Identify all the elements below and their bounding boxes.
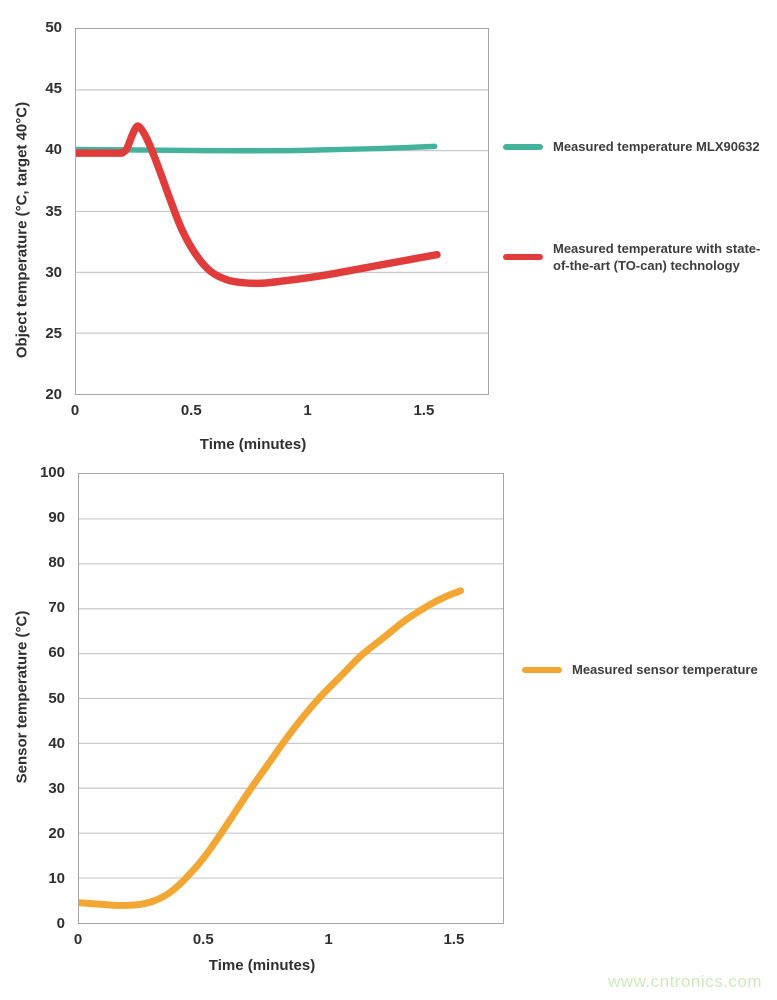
y-tick-label: 0	[56, 915, 65, 932]
y-tick-label: 50	[45, 19, 62, 36]
y-tick-label: 25	[45, 324, 62, 342]
legend: Measured temperature MLX90632 Measured te…	[503, 138, 773, 275]
x-tick-label: 0.5	[192, 931, 214, 948]
legend-item: Measured sensor temperature	[522, 661, 774, 679]
y-tick-label: 35	[45, 202, 62, 220]
x-axis-title: Time (minutes)	[208, 957, 316, 974]
x-tick-label: 0	[73, 931, 83, 948]
x-tick-label: 1.5	[413, 402, 435, 419]
y-tick-label: 20	[45, 386, 62, 403]
plot-area	[78, 473, 504, 924]
y-tick-label: 100	[39, 464, 65, 481]
x-axis-title: Time (minutes)	[199, 436, 307, 453]
y-tick-label: 40	[48, 734, 65, 752]
legend-item: Measured temperature with state- of-the-…	[503, 240, 773, 275]
plot-area	[75, 28, 489, 395]
chart-canvas	[76, 89, 488, 334]
legend-label: Measured temperature with state- of-the-…	[553, 240, 761, 274]
x-tick-label: 1	[324, 931, 333, 948]
legend-line-swatch	[522, 666, 562, 674]
legend-label: Measured sensor temperature	[572, 662, 758, 677]
y-tick-label: 45	[45, 80, 62, 98]
y-tick-label: 70	[48, 599, 65, 617]
legend-label: Measured temperature MLX90632	[553, 139, 760, 154]
y-tick-label: 80	[48, 554, 65, 572]
legend-line-swatch	[503, 143, 543, 151]
x-tick-label: 1.5	[443, 931, 465, 948]
x-tick-label: 1	[303, 402, 312, 419]
y-tick-label: 90	[48, 509, 65, 527]
chart-canvas	[79, 518, 503, 909]
legend-line-swatch	[503, 253, 543, 261]
y-tick-label: 30	[45, 263, 62, 281]
y-tick-label: 60	[48, 644, 65, 662]
x-tick-label: 0	[70, 402, 80, 419]
y-tick-label: 50	[48, 689, 65, 707]
y-tick-label: 30	[48, 779, 65, 797]
y-tick-label: 20	[48, 824, 65, 842]
y-tick-label: 10	[48, 869, 65, 887]
y-tick-label: 40	[45, 141, 62, 159]
x-tick-label: 0.5	[180, 402, 202, 419]
legend: Measured sensor temperature	[522, 661, 774, 679]
legend-item: Measured temperature MLX90632	[503, 138, 773, 156]
watermark: www.cntronics.com	[608, 972, 762, 991]
